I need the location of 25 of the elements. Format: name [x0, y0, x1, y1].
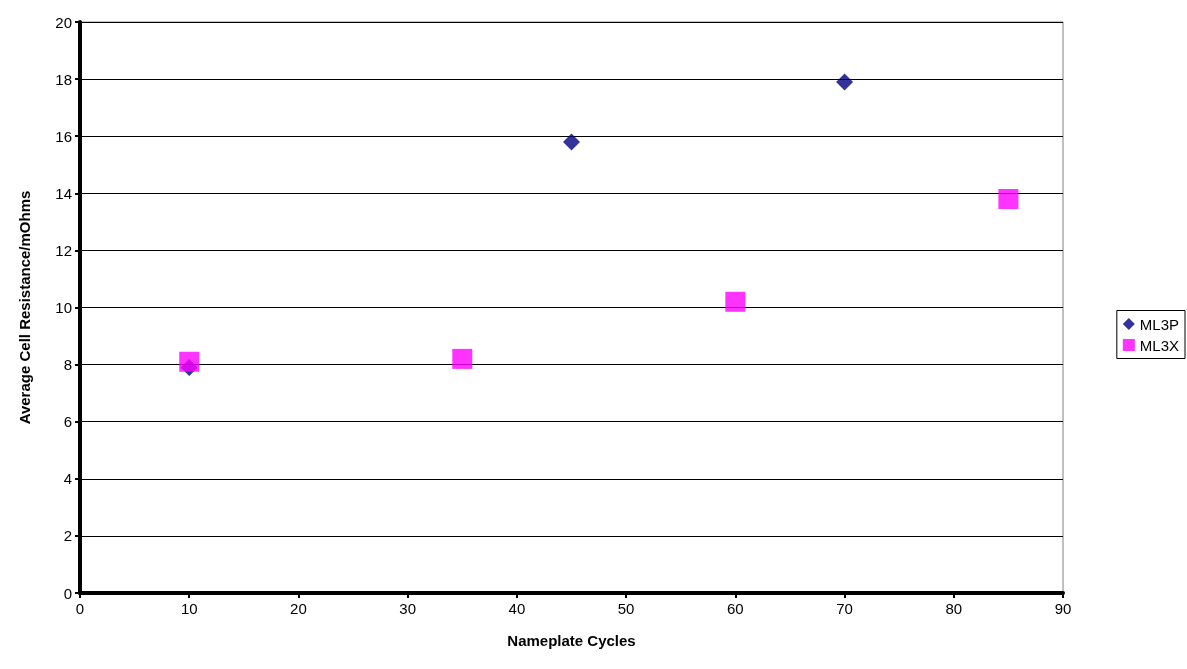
y-tick-label: 4	[63, 470, 72, 488]
x-tick-label: 10	[180, 600, 198, 617]
y-tick-label: 8	[63, 356, 72, 374]
y-axis-title: Average Cell Resistance/mOhms	[16, 190, 33, 425]
x-tick-label: 60	[726, 600, 744, 617]
y-tick-label: 14	[55, 184, 72, 202]
y-tick-label: 20	[55, 13, 72, 31]
legend-label: ML3X	[1139, 336, 1179, 354]
y-tick-label: 16	[55, 127, 72, 145]
x-tick-label: 30	[399, 600, 417, 617]
legend-label: ML3P	[1139, 315, 1179, 333]
x-tick-label: 90	[1054, 600, 1072, 617]
y-tick-label: 10	[55, 299, 72, 316]
y-tick-label: 6	[63, 413, 72, 431]
y-tick-label: 18	[55, 70, 72, 88]
y-tick-label: 12	[55, 241, 72, 259]
x-tick-label: 0	[75, 600, 85, 617]
y-tick-label: 0	[63, 584, 72, 602]
x-axis-title: Nameplate Cycles	[507, 632, 636, 649]
x-tick-label: 40	[508, 600, 526, 617]
x-tick-label: 50	[617, 600, 635, 617]
x-tick-label: 80	[945, 600, 963, 617]
y-tick-label: 2	[63, 527, 72, 545]
x-tick-label: 20	[290, 600, 307, 617]
x-tick-label: 70	[836, 600, 853, 617]
